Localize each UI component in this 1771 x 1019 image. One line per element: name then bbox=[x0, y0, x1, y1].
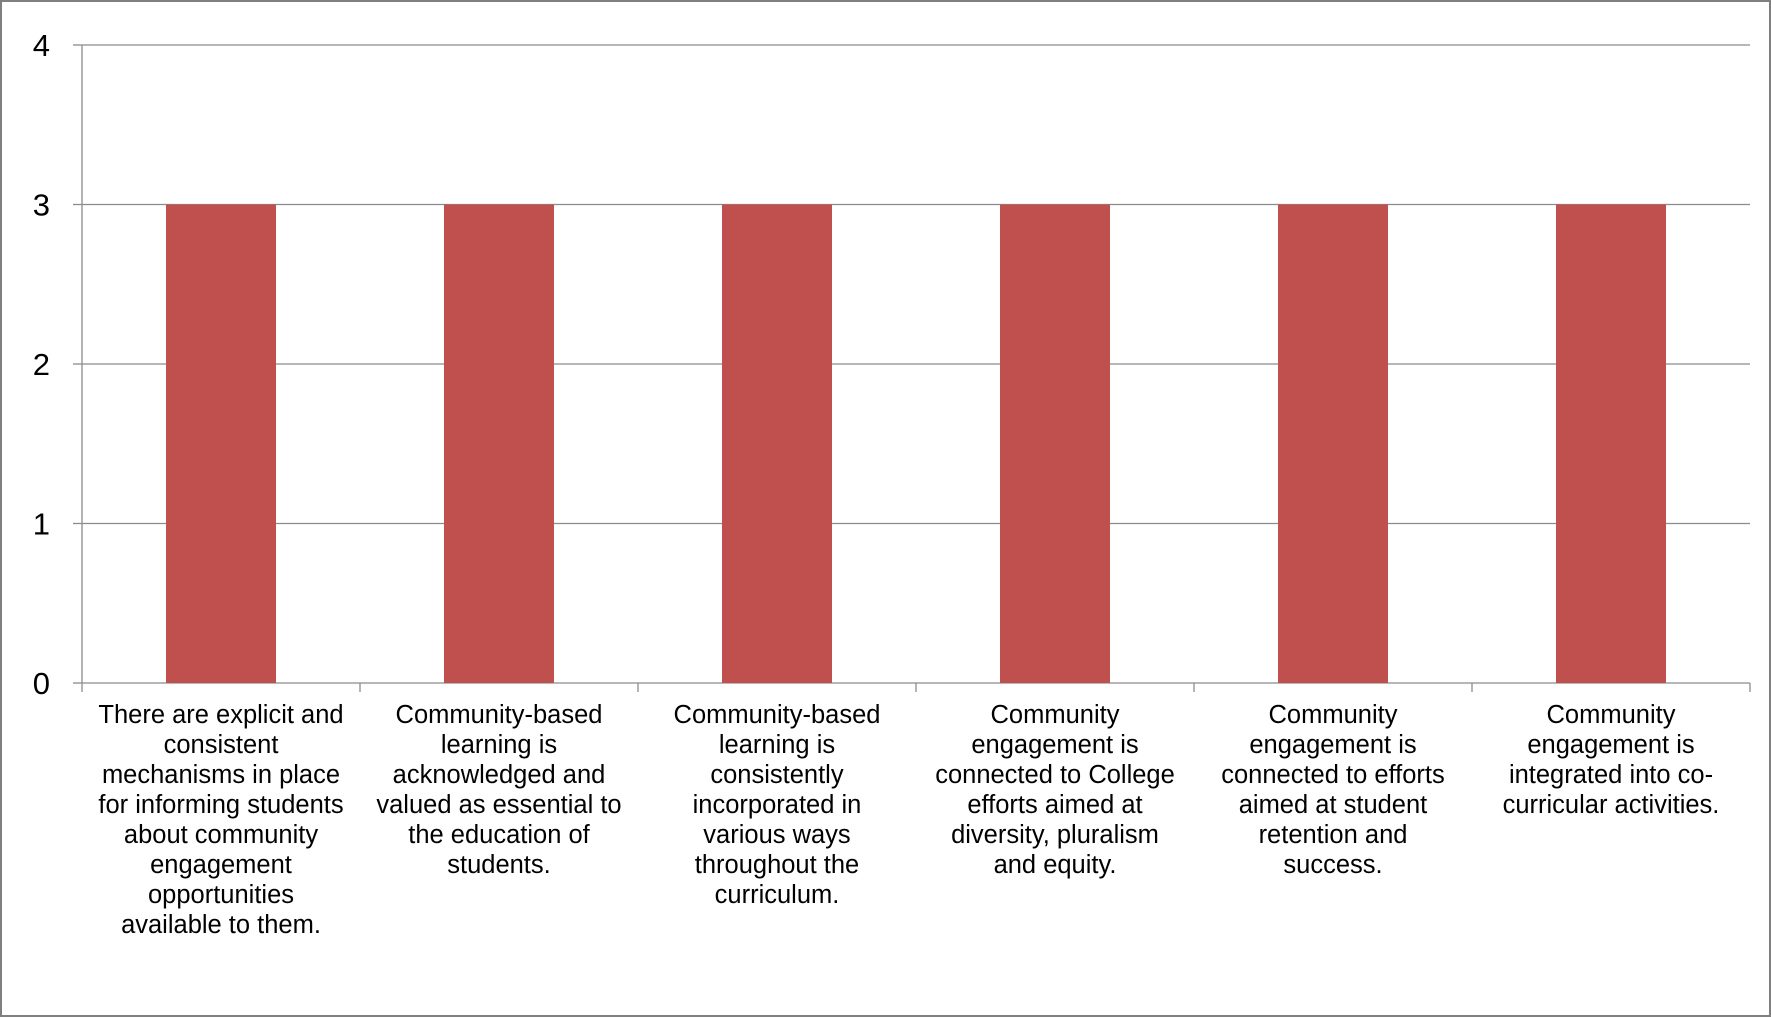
x-category-label: Community engagement is connected to eff… bbox=[1221, 701, 1445, 879]
bar bbox=[1556, 204, 1666, 683]
bar bbox=[1000, 204, 1110, 683]
y-tick-label: 2 bbox=[33, 347, 50, 382]
bar bbox=[1278, 204, 1388, 683]
y-tick-label: 4 bbox=[33, 28, 50, 63]
bar bbox=[444, 204, 554, 683]
x-category-label: Community engagement is connected to Col… bbox=[935, 701, 1175, 879]
y-tick-label: 3 bbox=[33, 188, 50, 223]
y-tick-label: 0 bbox=[33, 666, 50, 701]
x-category-label: Community-based learning is consistently… bbox=[673, 701, 881, 909]
bar bbox=[166, 204, 276, 683]
x-category-label: Community engagement is integrated into … bbox=[1502, 701, 1720, 819]
y-tick-label: 1 bbox=[33, 507, 50, 542]
x-category-label: Community-based learning is acknowledged… bbox=[376, 701, 622, 879]
bar bbox=[722, 204, 832, 683]
x-category-label: There are explicit and consistent mechan… bbox=[98, 701, 344, 939]
